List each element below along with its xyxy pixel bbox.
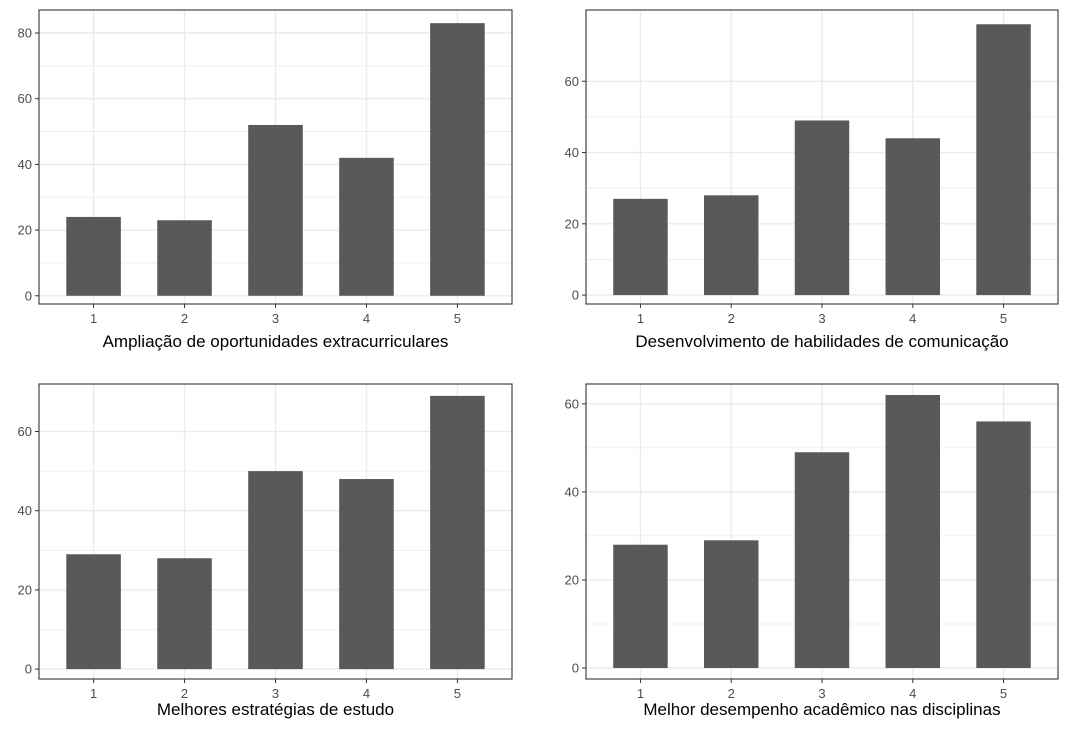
- bar-3: [248, 124, 303, 296]
- y-tick-label: 20: [18, 582, 32, 597]
- x-axis-title: Melhores estratégias de estudo: [157, 700, 394, 719]
- bar-5: [430, 395, 485, 670]
- x-tick-label: 5: [1000, 311, 1007, 326]
- bar-1: [66, 554, 121, 670]
- x-tick-label: 5: [1000, 686, 1007, 701]
- bar-4: [885, 138, 940, 296]
- x-axis-title: Desenvolvimento de habilidades de comuni…: [635, 332, 1008, 351]
- y-tick-label: 0: [572, 288, 579, 303]
- x-tick-label: 2: [728, 311, 735, 326]
- y-tick-label: 40: [565, 484, 579, 499]
- bar-2: [157, 220, 212, 296]
- y-tick-label: 40: [18, 503, 32, 518]
- x-tick-label: 1: [90, 686, 97, 701]
- y-tick-label: 20: [565, 216, 579, 231]
- bar-3: [794, 452, 850, 668]
- bar-5: [976, 421, 1031, 668]
- chart-panel-2: 0 20 40 60 1 2 3 4 5 Desenvolvimento de habilidad…: [565, 9, 1059, 351]
- x-tick-label: 1: [90, 311, 97, 326]
- bar-2: [157, 558, 212, 670]
- y-tick-label: 0: [25, 662, 32, 677]
- x-tick-label: 4: [363, 686, 370, 701]
- x-tick-label: 3: [272, 311, 279, 326]
- y-tick-label: 0: [25, 288, 32, 303]
- chart-panel-3: 0 20 40 60 1 2 3 4 5 Melhores estratégias de estu…: [18, 383, 513, 719]
- bar-1: [66, 216, 121, 296]
- bar-1: [613, 198, 668, 296]
- x-tick-label: 2: [728, 686, 735, 701]
- y-tick-label: 40: [565, 145, 579, 160]
- x-tick-label: 3: [818, 311, 825, 326]
- y-tick-label: 60: [565, 74, 579, 89]
- bar-4: [339, 479, 394, 670]
- x-tick-label: 2: [181, 686, 188, 701]
- x-tick-label: 4: [363, 311, 370, 326]
- x-tick-label: 5: [454, 311, 461, 326]
- bar-2: [704, 195, 759, 296]
- y-tick-label: 80: [18, 25, 32, 40]
- x-axis-title: Melhor desempenho acadêmico nas discipli…: [643, 700, 1000, 719]
- bar-1: [613, 544, 668, 668]
- x-tick-label: 4: [909, 311, 916, 326]
- y-tick-label: 20: [18, 223, 32, 238]
- chart-panel-1: 0 20 40 60 80 1 2 3 4 5 Ampliação de oportunidades…: [18, 9, 513, 351]
- x-tick-label: 3: [818, 686, 825, 701]
- x-tick-label: 3: [272, 686, 279, 701]
- y-tick-label: 0: [572, 660, 579, 675]
- x-tick-label: 2: [181, 311, 188, 326]
- bar-3: [248, 471, 303, 670]
- y-tick-label: 60: [565, 396, 579, 411]
- y-tick-label: 20: [565, 572, 579, 587]
- bar-4: [885, 395, 940, 668]
- bar-5: [430, 23, 485, 296]
- bar-5: [976, 24, 1031, 296]
- bar-3: [794, 120, 850, 296]
- x-axis-title: Ampliação de oportunidades extracurricul…: [103, 332, 449, 351]
- x-tick-label: 5: [454, 686, 461, 701]
- y-tick-label: 60: [18, 424, 32, 439]
- x-tick-label: 1: [637, 311, 644, 326]
- x-tick-label: 1: [637, 686, 644, 701]
- bar-2: [704, 540, 759, 668]
- y-tick-label: 60: [18, 91, 32, 106]
- bar-4: [339, 157, 394, 296]
- y-tick-label: 40: [18, 157, 32, 172]
- x-tick-label: 4: [909, 686, 916, 701]
